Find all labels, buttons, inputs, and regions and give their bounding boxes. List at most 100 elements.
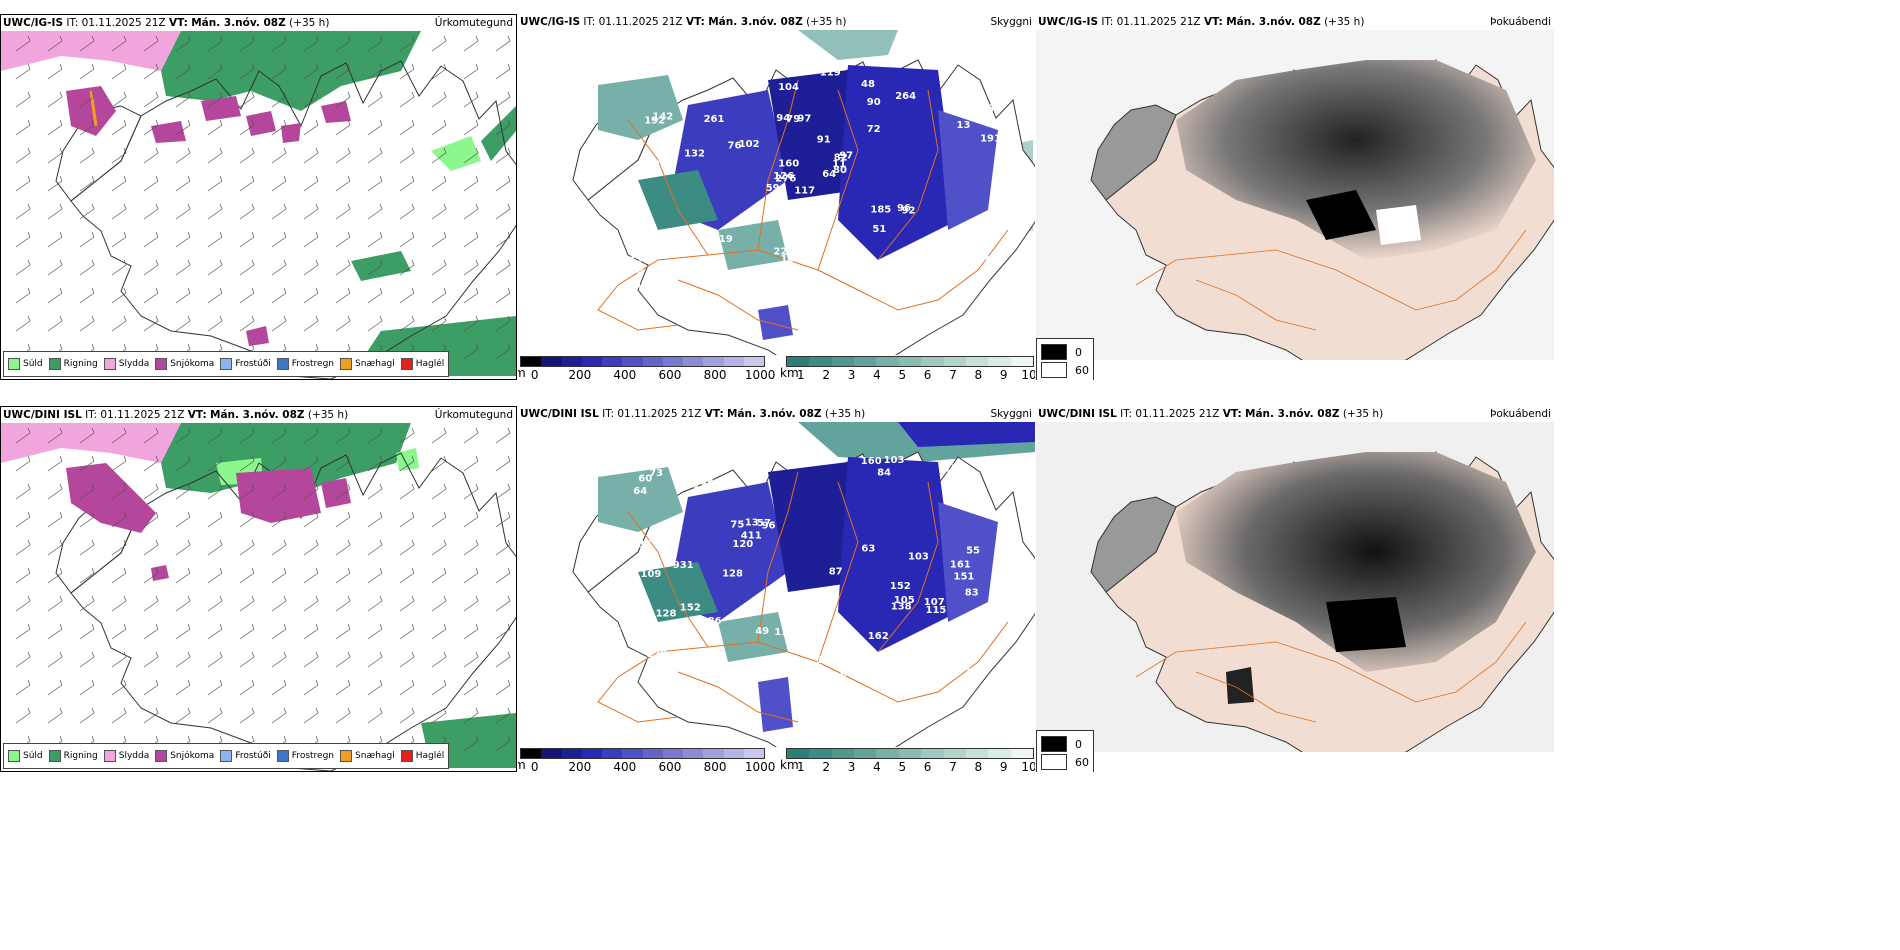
wind-barb — [47, 455, 63, 472]
it-label: IT: — [85, 409, 98, 421]
wind-barb — [495, 483, 511, 500]
wind-barb — [335, 287, 351, 304]
colorbar-tick: 400 — [613, 760, 637, 772]
wind-barb — [111, 539, 127, 556]
wind-barb — [431, 651, 447, 668]
wind-barb — [367, 707, 383, 724]
wind-barb — [111, 707, 127, 724]
wind-barb — [367, 651, 383, 668]
wind-barb — [207, 651, 223, 668]
wind-barb — [271, 315, 287, 332]
wind-barb — [79, 455, 95, 472]
wind-barb — [175, 259, 191, 276]
vt-value: Mán. 3.nóv. 08Z — [1226, 16, 1321, 28]
wind-barb — [207, 707, 223, 724]
fog-indicator-panel-top: UWC/IG-IS IT: 01.11.2025 21Z VT: Mán. 3.… — [1036, 14, 1554, 380]
wind-barb — [463, 651, 479, 668]
colorbar-ticks: 0 200 400 600 800 1000 — [520, 760, 776, 772]
wind-barb — [207, 427, 223, 444]
wind-barb — [47, 567, 63, 584]
wind-barb — [303, 539, 319, 556]
wind-barb — [463, 35, 479, 52]
wind-barb — [303, 707, 319, 724]
visibility-label: 117 — [774, 627, 795, 638]
wind-barb — [367, 679, 383, 696]
fog-legend-label: 0 — [1075, 737, 1082, 751]
wind-barb — [463, 63, 479, 80]
wind-barb — [47, 651, 63, 668]
wind-barb — [143, 595, 159, 612]
legend-swatch — [48, 358, 61, 370]
wind-barb — [239, 91, 255, 108]
visibility-label: 185 — [870, 204, 891, 215]
it-label: IT: — [1101, 16, 1114, 28]
wind-barb — [111, 63, 127, 80]
wind-barb — [431, 427, 447, 444]
wind-barb — [79, 315, 95, 332]
precip-map — [1, 31, 516, 379]
wind-barb — [303, 35, 319, 52]
visibility-label: 162 — [868, 631, 889, 642]
wind-barb — [463, 91, 479, 108]
panel-header: UWC/DINI ISL IT: 01.11.2025 21Z VT: Mán.… — [1036, 406, 1554, 422]
colorbar-tick: 10 — [1021, 368, 1035, 380]
wind-barb — [79, 707, 95, 724]
colorbar-cell — [743, 357, 764, 366]
wind-barb — [239, 203, 255, 220]
vt-label: VT: — [704, 408, 724, 420]
wind-barb — [111, 455, 127, 472]
wind-barb — [239, 427, 255, 444]
vt-value: Mán. 3.nóv. 08Z — [1245, 408, 1340, 420]
wind-barb — [47, 511, 63, 528]
colorbar-tick: 2 — [822, 368, 831, 380]
visibility-label: 87 — [829, 566, 843, 577]
wind-barb — [15, 483, 31, 500]
legend-swatch — [220, 750, 233, 762]
wind-barb — [175, 623, 191, 640]
visibility-label: 64 — [633, 486, 647, 497]
wind-barb — [15, 539, 31, 556]
wind-barb — [111, 315, 127, 332]
wind-barb — [79, 679, 95, 696]
wind-barb — [15, 203, 31, 220]
wind-barb — [79, 63, 95, 80]
visibility-label: 176 — [629, 255, 650, 266]
wind-barb — [47, 231, 63, 248]
legend-swatch — [8, 750, 20, 762]
visibility-label: 132 — [684, 149, 705, 160]
wind-barb — [303, 427, 319, 444]
legend-label: Haglél — [415, 359, 445, 369]
legend-item: Rigning — [48, 750, 98, 762]
wind-barb — [79, 287, 95, 304]
visibility-labels: 152 151 128 102 96 95 45 84 75 61 64 72 60 66 49 55 88 87… — [619, 455, 1007, 679]
visibility-label: 72 — [634, 562, 648, 573]
visibility-label: 126 — [773, 171, 794, 182]
wind-barb — [399, 567, 415, 584]
visibility-label: 49 — [755, 626, 769, 637]
panel-title: Skyggni — [990, 16, 1033, 28]
colorbar-tick: 0 — [530, 368, 539, 380]
wind-barb — [239, 231, 255, 248]
lead-time: (+35 h) — [824, 408, 866, 420]
visibility-label: 120 — [732, 539, 753, 550]
wind-barb — [431, 455, 447, 472]
vt-value: Mán. 3.nóv. 08Z — [191, 17, 286, 29]
colorbar-cell — [854, 357, 877, 366]
visibility-label: 73 — [659, 232, 673, 243]
visibility-label: 102 — [950, 662, 971, 673]
wind-barb — [495, 427, 511, 444]
wind-barb — [111, 679, 127, 696]
visibility-label: 66 — [964, 649, 978, 660]
visibility-label: 55 — [966, 546, 980, 557]
cloud-base-colorbar: 0 200 400 600 800 1000 m — [518, 356, 775, 380]
wind-barb — [111, 623, 127, 640]
wind-barb — [335, 119, 351, 136]
wind-barb — [111, 119, 127, 136]
visibility-label: 123 — [648, 237, 669, 248]
wind-barb — [431, 147, 447, 164]
legend-label: Frostregn — [291, 359, 335, 369]
precip-map — [1, 423, 516, 771]
wind-barb — [175, 63, 191, 80]
panel-title: Þokuábendi — [1490, 408, 1551, 420]
visibility-label: 51 — [872, 224, 886, 235]
